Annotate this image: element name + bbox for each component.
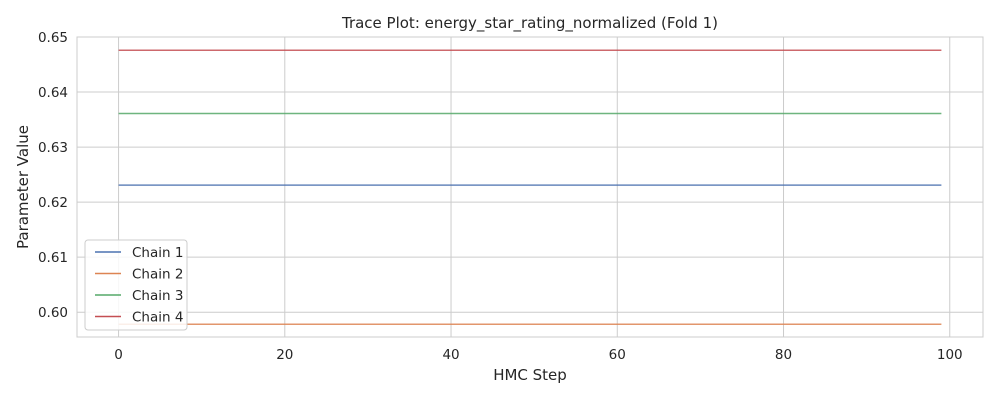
y-tick-label: 0.61 bbox=[38, 250, 68, 266]
x-tick-label: 100 bbox=[937, 347, 963, 363]
y-tick-label: 0.63 bbox=[38, 140, 68, 156]
grid-lines bbox=[77, 36, 983, 337]
chart-title: Trace Plot: energy_star_rating_normalize… bbox=[341, 14, 718, 33]
x-tick-label: 0 bbox=[114, 347, 123, 363]
x-tick-label: 80 bbox=[775, 347, 792, 363]
plot-frame bbox=[76, 36, 984, 338]
y-axis-label: Parameter Value bbox=[14, 125, 32, 249]
x-tick-label: 20 bbox=[276, 347, 293, 363]
y-tick-label: 0.62 bbox=[38, 195, 68, 211]
legend-box bbox=[84, 239, 188, 331]
y-tick-label: 0.65 bbox=[38, 30, 68, 46]
legend-label-chain-2: Chain 2 bbox=[132, 267, 183, 283]
legend-label-chain-1: Chain 1 bbox=[132, 245, 183, 261]
x-axis-label: HMC Step bbox=[493, 366, 567, 384]
x-tick-labels: 0 20 40 60 80 100 bbox=[114, 347, 962, 363]
legend-label-chain-4: Chain 4 bbox=[132, 310, 183, 326]
y-tick-labels: 0.60 0.61 0.62 0.63 0.64 0.65 bbox=[38, 30, 68, 321]
y-tick-label: 0.64 bbox=[38, 85, 68, 101]
x-tick-label: 40 bbox=[442, 347, 459, 363]
y-tick-label: 0.60 bbox=[38, 305, 68, 321]
legend: Chain 1 Chain 2 Chain 3 Chain 4 bbox=[84, 239, 188, 331]
series-lines bbox=[118, 49, 942, 326]
x-tick-label: 60 bbox=[609, 347, 626, 363]
legend-label-chain-3: Chain 3 bbox=[132, 288, 183, 304]
